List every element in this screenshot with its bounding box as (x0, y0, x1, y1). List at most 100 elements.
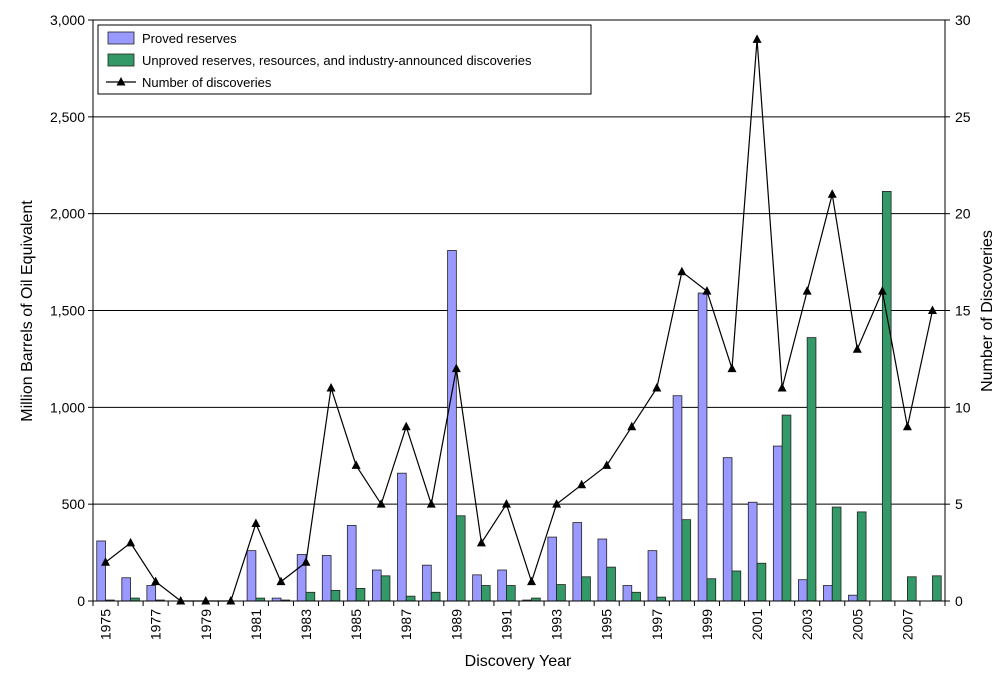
discoveries-marker (702, 286, 712, 295)
y-tick-label: 2,500 (50, 109, 85, 125)
legend-marker (116, 77, 126, 86)
unproved-reserves-bar (481, 585, 491, 602)
discoveries-line (105, 39, 934, 602)
discoveries-marker (577, 479, 587, 489)
unproved-reserves-bar (907, 576, 917, 602)
unproved-reserves-bar (405, 595, 416, 602)
discoveries-marker (852, 344, 862, 353)
unproved-reserves-bar (455, 515, 466, 602)
y2-tick-label: 10 (955, 399, 971, 415)
discoveries-marker (752, 34, 762, 43)
proved-reserves-bar (823, 585, 833, 602)
discoveries-marker (326, 382, 336, 392)
proved-reserves-bar (647, 550, 658, 602)
x-tick-label: 1989 (448, 609, 464, 640)
proved-reserves-bar (96, 540, 106, 602)
discoveries-marker (126, 537, 136, 547)
discoveries-marker (552, 499, 562, 508)
x-tick-label: 1995 (599, 609, 615, 640)
x-tick-label: 2001 (749, 609, 765, 640)
discoveries-marker (301, 557, 311, 566)
y2-tick-label: 0 (955, 593, 963, 609)
x-tick-label: 1993 (549, 609, 565, 640)
proved-reserves-bar (497, 569, 507, 602)
legend-swatch (107, 31, 135, 45)
discoveries-marker (827, 189, 837, 198)
proved-reserves-bar (397, 472, 407, 602)
gridlines (93, 116, 945, 505)
y2-tick-label: 5 (955, 496, 963, 512)
legend-swatch (107, 53, 135, 67)
x-tick-label: 1977 (148, 609, 164, 640)
legend: Proved reserves Unproved reserves, resour… (97, 24, 592, 95)
discoveries-marker (276, 576, 286, 586)
proved-reserves-bar (547, 536, 557, 602)
discoveries-marker (101, 557, 111, 566)
discoveries-marker (176, 596, 186, 605)
y-tick-label: 1,000 (50, 399, 85, 415)
x-tick-label: 1985 (348, 609, 364, 640)
y2-tick-label: 15 (955, 303, 971, 319)
discoveries-marker (401, 421, 411, 431)
unproved-reserves-bar (430, 591, 441, 602)
unproved-reserves-bar (932, 575, 942, 602)
x-tick-label: 1987 (398, 609, 414, 640)
unproved-reserves-bar (881, 190, 892, 602)
unproved-reserves-bar (506, 585, 516, 602)
x-tick-label: 1981 (248, 609, 264, 640)
proved-reserves-bar (372, 569, 382, 602)
discoveries-marker (677, 266, 687, 276)
proved-reserves-bar (572, 522, 583, 602)
x-axis-title: Discovery Year (465, 653, 572, 670)
discoveries-marker (376, 499, 386, 508)
discoveries-marker (201, 596, 211, 605)
proved-reserves-bar (146, 585, 157, 602)
proved-reserves-bar (346, 525, 357, 602)
proved-reserves-bar (672, 395, 683, 602)
y2-tick-label: 20 (955, 206, 971, 222)
discoveries-marker (802, 286, 812, 295)
discoveries-marker (501, 499, 511, 508)
x-tick-label: 2003 (799, 609, 815, 640)
discoveries-marker (627, 421, 637, 431)
proved-reserves-bar (321, 555, 332, 602)
proved-reserves-bar (246, 550, 257, 602)
discoveries-marker (151, 576, 161, 586)
unproved-reserves-bar (631, 591, 641, 602)
discoveries-line-layer (101, 34, 937, 605)
proved-reserves-bar (597, 538, 608, 602)
legend-label: Proved reserves (142, 31, 237, 46)
discoveries-marker (602, 460, 612, 469)
x-tick-label: 2005 (849, 609, 865, 640)
proved-reserves-bar (848, 594, 858, 602)
discoveries-marker (251, 518, 261, 528)
y-tick-label: 500 (62, 496, 86, 512)
proved-reserves-bar (747, 501, 758, 602)
proved-reserves-bar (798, 579, 808, 602)
y-tick-label: 0 (77, 593, 85, 609)
x-tick-label: 1997 (649, 609, 665, 640)
x-tick-label: 1999 (699, 609, 715, 640)
unproved-reserves-bar (380, 575, 391, 602)
x-tick-label: 2007 (899, 609, 915, 640)
proved-reserves-bar (472, 574, 482, 602)
unproved-reserves-bar (806, 337, 817, 602)
discoveries-marker (777, 382, 787, 392)
axes: 0 500 1,000 1,500 2,000 2,500 3,000 0 5 10 15 20 25 3… (50, 12, 971, 640)
unproved-reserves-bar (706, 578, 717, 602)
discoveries-marker (527, 576, 537, 586)
discoveries-marker (902, 421, 912, 431)
y-tick-label: 1,500 (50, 303, 85, 319)
discoveries-marker (451, 363, 461, 373)
unproved-reserves-bar (781, 414, 792, 602)
y2-axis-title: Number of Discoveries (979, 230, 993, 392)
discoveries-marker (476, 537, 486, 547)
discoveries-marker (877, 286, 887, 295)
discoveries-marker (226, 596, 236, 605)
unproved-reserves-bar (656, 596, 666, 602)
unproved-reserves-bar (731, 570, 742, 602)
y2-tick-label: 25 (955, 109, 971, 125)
proved-reserves-bar (772, 445, 783, 602)
legend-box (97, 24, 592, 95)
